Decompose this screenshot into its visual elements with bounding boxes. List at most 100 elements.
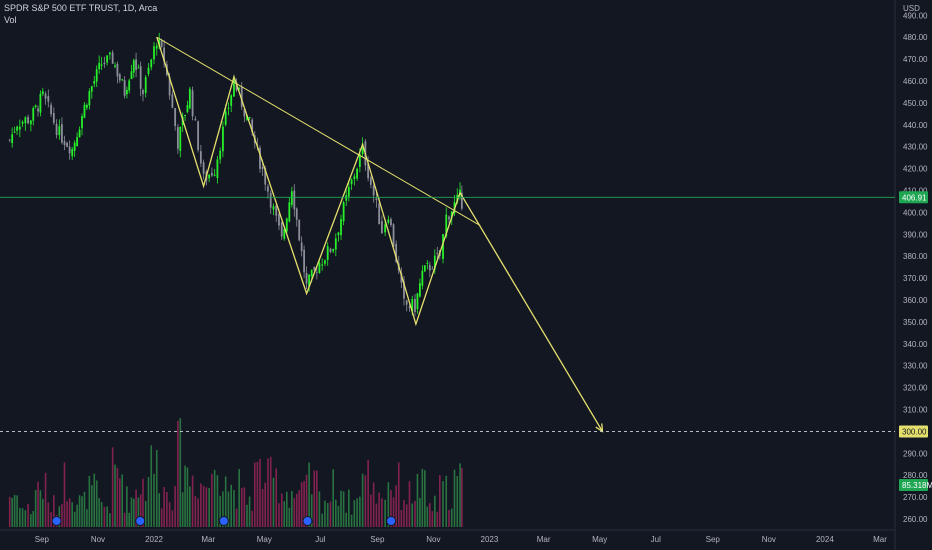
volume-bar xyxy=(434,495,436,527)
volume-bar xyxy=(326,503,329,527)
volume-bar xyxy=(316,470,318,527)
volume-bar xyxy=(251,510,253,527)
time-axis[interactable]: Sep Nov 2022 Mar May Jul Sep Nov 2023 Mar May Jul Se… xyxy=(35,535,887,544)
volume-bar xyxy=(37,481,39,527)
candle-body xyxy=(450,211,453,219)
candle-body xyxy=(288,202,291,222)
candle-body xyxy=(118,74,121,81)
volume-bar xyxy=(191,475,194,527)
volume-bar xyxy=(356,498,358,527)
volume-bar xyxy=(429,503,431,527)
volume-bar xyxy=(88,475,91,527)
volume-bar xyxy=(83,491,86,527)
candle-body xyxy=(130,71,133,80)
candle-body xyxy=(269,192,272,208)
volume-bar xyxy=(240,488,243,527)
time-tick-label: Sep xyxy=(35,535,50,544)
volume-bar xyxy=(230,484,232,527)
volume-bar xyxy=(403,500,405,527)
candle-body xyxy=(303,249,306,273)
current-price-badge: 406.91 xyxy=(902,193,927,202)
volume-bar xyxy=(305,474,308,527)
volume-bar xyxy=(419,497,421,527)
volume-bar xyxy=(147,477,150,527)
candle-body xyxy=(103,62,106,65)
volume-bar xyxy=(98,498,100,527)
volume-bar xyxy=(197,498,199,527)
volume-bar xyxy=(174,486,176,527)
candle-body xyxy=(315,272,318,274)
time-tick-label: Sep xyxy=(370,535,385,544)
candle-body xyxy=(321,264,324,266)
drawing-layer[interactable] xyxy=(0,36,895,433)
time-tick-label: 2022 xyxy=(145,535,163,544)
candle-body xyxy=(58,126,61,136)
volume-bar xyxy=(227,491,230,527)
volume-bar xyxy=(144,501,147,527)
candle-body xyxy=(293,190,296,210)
volume-bar xyxy=(168,502,171,527)
volume-bar xyxy=(459,463,461,527)
symbol-title[interactable]: SPDR S&P 500 ETF TRUST, 1D, Arca xyxy=(4,3,158,13)
candle-body xyxy=(264,168,267,185)
candle-body xyxy=(329,248,332,252)
candle-body xyxy=(238,88,241,90)
candle-body xyxy=(426,263,429,264)
candle-body xyxy=(272,206,275,210)
candle-body xyxy=(347,186,350,197)
candle-body xyxy=(52,112,55,123)
volume-bar xyxy=(76,504,78,527)
candle-body xyxy=(163,47,166,62)
price-tick-label: 310.00 xyxy=(903,406,928,415)
candle-body xyxy=(179,126,182,151)
price-axis[interactable]: 490.00 480.00 470.00 460.00 450.00 440.00 430.… xyxy=(903,11,928,524)
candle-body xyxy=(29,120,32,125)
candle-body xyxy=(290,191,293,205)
price-tick-label: 370.00 xyxy=(903,274,928,283)
volume-bar xyxy=(367,459,369,527)
price-tick-label: 330.00 xyxy=(903,362,928,371)
dividend-marker xyxy=(386,516,397,526)
candle-body xyxy=(27,117,29,124)
candle-body xyxy=(88,91,91,106)
event-markers xyxy=(51,516,397,526)
volume-bar xyxy=(71,502,74,527)
volume-bar xyxy=(253,462,256,527)
volume-bar xyxy=(421,468,424,527)
dividend-marker xyxy=(135,516,146,526)
candle-body xyxy=(445,214,448,237)
candle-body xyxy=(324,260,326,264)
volume-bar xyxy=(39,490,42,527)
volume-bar xyxy=(66,501,68,527)
candle-body xyxy=(128,80,131,91)
volume-bar xyxy=(233,490,235,527)
volume-bar xyxy=(68,498,71,527)
candle-body xyxy=(267,186,269,192)
volume-bar xyxy=(81,496,83,527)
price-tick-label: 290.00 xyxy=(903,449,928,458)
volume-bar xyxy=(114,464,116,527)
price-tick-label: 460.00 xyxy=(903,77,928,86)
candle-body xyxy=(337,232,340,236)
candle-body xyxy=(403,281,405,299)
candle-body xyxy=(144,77,147,93)
volume-bar xyxy=(384,499,386,527)
candle-body xyxy=(100,64,103,66)
volume-bar xyxy=(275,468,278,527)
candle-body xyxy=(199,151,202,164)
volume-bar xyxy=(181,492,184,527)
candle-body xyxy=(350,179,353,185)
candle-body xyxy=(243,109,246,117)
volume-bar xyxy=(408,481,411,527)
volume-bar xyxy=(119,478,121,527)
volume-bar xyxy=(155,450,158,527)
volume-bar xyxy=(411,503,414,527)
time-tick-label: Nov xyxy=(91,535,105,544)
candle-body xyxy=(392,224,395,247)
candle-body xyxy=(47,96,50,102)
volume-bar xyxy=(337,505,340,527)
candle-body xyxy=(298,219,301,241)
candle-body xyxy=(83,104,86,118)
candle-body xyxy=(356,168,358,179)
